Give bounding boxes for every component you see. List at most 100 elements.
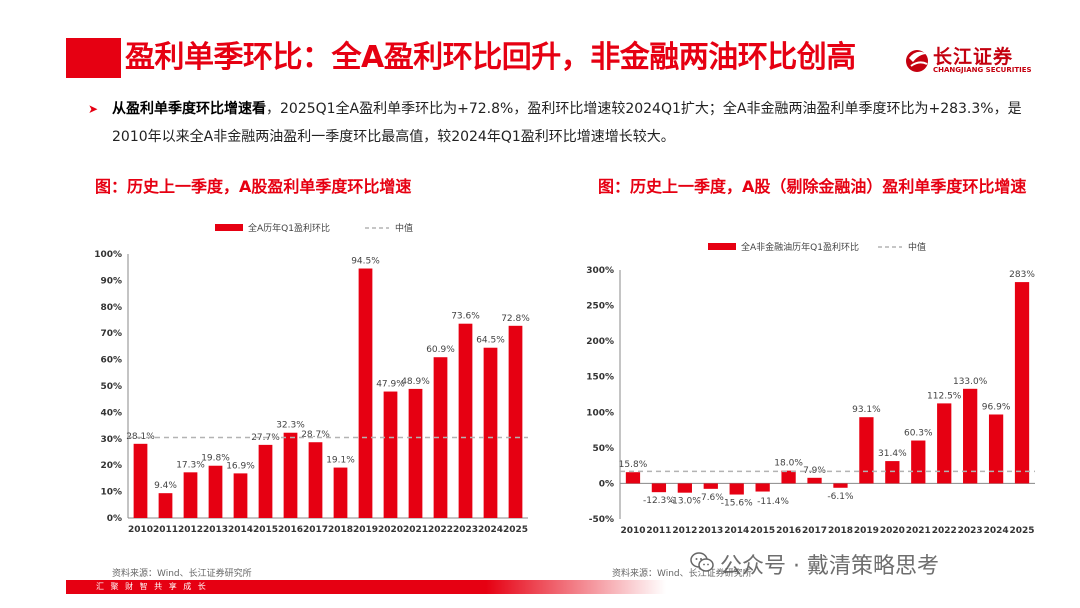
left-data-label: 16.9% [226, 461, 255, 471]
logo-text-cn: 长江证券 [933, 46, 1014, 68]
left-xtick-label: 2023 [453, 525, 478, 535]
logo-sail-icon [906, 50, 928, 72]
left-bar [308, 442, 323, 518]
left-ytick-label: 60% [100, 356, 122, 366]
left-xtick-label: 2022 [428, 525, 453, 535]
right-data-label: 283% [1009, 270, 1035, 280]
left-bar [183, 472, 198, 518]
left-legend-median-label: 中值 [395, 222, 413, 234]
left-ytick-label: 10% [100, 488, 122, 498]
right-xtick-label: 2011 [646, 526, 671, 536]
right-legend-label: 全A非金融油历年Q1盈利环比 [741, 241, 859, 253]
left-data-label: 32.3% [276, 421, 305, 431]
left-bar [333, 467, 348, 518]
left-data-label: 17.3% [176, 460, 205, 470]
left-data-label: 73.6% [451, 312, 480, 322]
right-data-label: -15.6% [721, 499, 753, 509]
right-data-label: 7.9% [803, 466, 826, 476]
right-xtick-label: 2025 [1010, 526, 1035, 536]
left-bar [508, 325, 523, 518]
right-bar [651, 483, 667, 493]
left-bar [233, 473, 248, 518]
left-data-label: 19.1% [326, 456, 355, 466]
right-legend-swatch [708, 243, 736, 250]
left-bar [458, 323, 473, 518]
page-title: 盈利单季环比：全A盈利环比回升，非金融两油环比创高 [125, 40, 856, 75]
right-ytick-label: 0% [599, 479, 614, 489]
right-bar [703, 483, 718, 489]
bullet-lead: 从盈利单季度环比增速看 [112, 101, 266, 117]
right-bar [1014, 282, 1030, 484]
left-ytick-label: 90% [100, 276, 122, 286]
left-ytick-label: 50% [100, 382, 122, 392]
left-xtick-label: 2024 [478, 525, 503, 535]
left-bar [158, 493, 173, 518]
left-legend-label: 全A历年Q1盈利环比 [248, 222, 330, 234]
left-bar [383, 391, 398, 518]
right-ytick-label: 100% [586, 408, 614, 418]
left-ytick-label: 40% [100, 408, 122, 418]
right-xtick-label: 2014 [724, 526, 749, 536]
footer-bar: 汇 聚 财 智 共 享 成 长 [66, 580, 1080, 594]
right-xtick-label: 2016 [776, 526, 801, 536]
left-xtick-label: 2025 [503, 525, 528, 535]
left-xtick-label: 2014 [228, 525, 253, 535]
right-data-label: 112.5% [927, 391, 962, 401]
right-bar [729, 483, 744, 495]
right-bar [755, 483, 770, 492]
left-xtick-label: 2021 [403, 525, 428, 535]
bullet-body: ，2025Q1全A盈利单季环比为+72.8%，盈利环比增速较2024Q1扩大；全… [112, 101, 1022, 145]
right-ytick-label: 50% [592, 444, 614, 454]
left-bar [258, 444, 273, 518]
right-data-label: 133.0% [953, 377, 988, 387]
right-data-label: -6.1% [827, 492, 854, 502]
left-data-label: 9.4% [154, 481, 177, 491]
brand-logo: 长江证券 CHANGJIANG SECURITIES [905, 40, 1032, 80]
logo-text-en: CHANGJIANG SECURITIES [933, 66, 1032, 74]
left-bar [283, 432, 298, 518]
right-xtick-label: 2024 [984, 526, 1009, 536]
left-ytick-label: 100% [94, 250, 122, 260]
right-ytick-label: -50% [589, 515, 614, 525]
footer-slogan: 汇 聚 财 智 共 享 成 长 [96, 582, 208, 591]
right-bar [988, 414, 1004, 484]
right-ytick-label: 150% [586, 373, 614, 383]
left-ytick-label: 30% [100, 435, 122, 445]
left-bar [208, 465, 223, 518]
right-xtick-label: 2019 [854, 526, 879, 536]
right-data-label: -12.3% [643, 496, 675, 506]
title-accent-bar [66, 38, 121, 78]
right-ytick-label: 300% [586, 266, 614, 276]
right-bar [911, 440, 926, 484]
right-bar [937, 403, 952, 484]
left-legend-swatch [215, 224, 243, 231]
left-ytick-label: 0% [107, 514, 122, 524]
left-source: 资料来源：Wind、长江证券研究所 [112, 569, 252, 579]
right-xtick-label: 2013 [698, 526, 723, 536]
right-ytick-label: 250% [586, 302, 614, 312]
left-xtick-label: 2016 [278, 525, 303, 535]
left-xtick-label: 2020 [378, 525, 403, 535]
left-xtick-label: 2019 [353, 525, 378, 535]
left-data-label: 64.5% [476, 336, 505, 346]
left-bar [483, 347, 498, 518]
right-data-label: 96.9% [982, 402, 1011, 412]
left-xtick-label: 2013 [203, 525, 228, 535]
left-data-label: 60.9% [426, 345, 455, 355]
right-bar [859, 417, 874, 484]
left-data-label: 72.8% [501, 314, 530, 324]
left-xtick-label: 2012 [178, 525, 203, 535]
right-xtick-label: 2023 [958, 526, 983, 536]
right-data-label: 60.3% [904, 429, 933, 439]
right-legend-median-label: 中值 [908, 241, 926, 253]
left-ytick-label: 80% [100, 303, 122, 313]
right-xtick-label: 2010 [620, 526, 645, 536]
left-bar [358, 268, 373, 518]
right-data-label: -11.4% [757, 497, 789, 507]
right-xtick-label: 2022 [932, 526, 957, 536]
right-data-label: 93.1% [852, 405, 881, 415]
right-bar [963, 388, 978, 484]
wechat-icon [690, 552, 714, 572]
right-xtick-label: 2012 [672, 526, 697, 536]
left-chart: 全A历年Q1盈利环比 中值 0% 10% 20% 30% 40% 50% 60% 70% 80% 90… [94, 222, 530, 535]
